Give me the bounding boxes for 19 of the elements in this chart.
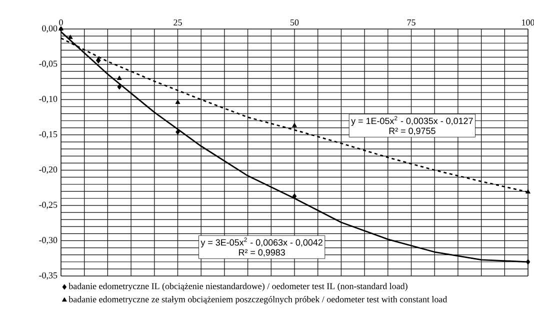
annotation: R² = 0,9983 <box>238 249 285 257</box>
y-tick-label: -0,05 <box>39 60 58 68</box>
annotation: y = 3E-05x$^{2}$ - 0,0063x - 0,0042 <box>200 238 322 248</box>
y-tick-label: -0,25 <box>39 202 58 210</box>
y-tick-label: -0,35 <box>39 272 58 280</box>
y-tick-label: -0,30 <box>39 237 58 244</box>
x-tick-label: 50 <box>290 19 299 26</box>
x-tick-label: 75 <box>407 20 416 26</box>
y-tick-label: -0,15 <box>39 131 58 139</box>
annotation: y = 1E-05x$^{2}$ - 0,0035x - 0,0127 <box>351 116 473 126</box>
y-tick-label: -0,20 <box>39 166 58 174</box>
annotation: R² = 0,9755 <box>389 128 436 136</box>
y-tick-label: -0,10 <box>39 96 58 104</box>
x-tick-label: 25 <box>174 19 182 26</box>
legend-label: badanie edometryczne IL (obciążenie niestandardowe) / oedometer test IL (non-standard load) <box>68 282 408 292</box>
y-tick-label: 0,00 <box>42 25 58 33</box>
x-tick-label: 0 <box>59 19 63 26</box>
x-tick-label: 100 <box>522 19 534 26</box>
legend-label: badanie edometryczne ze stałym obciążeniem poszczególnych próbek / oedometer test with constant load <box>68 296 448 304</box>
